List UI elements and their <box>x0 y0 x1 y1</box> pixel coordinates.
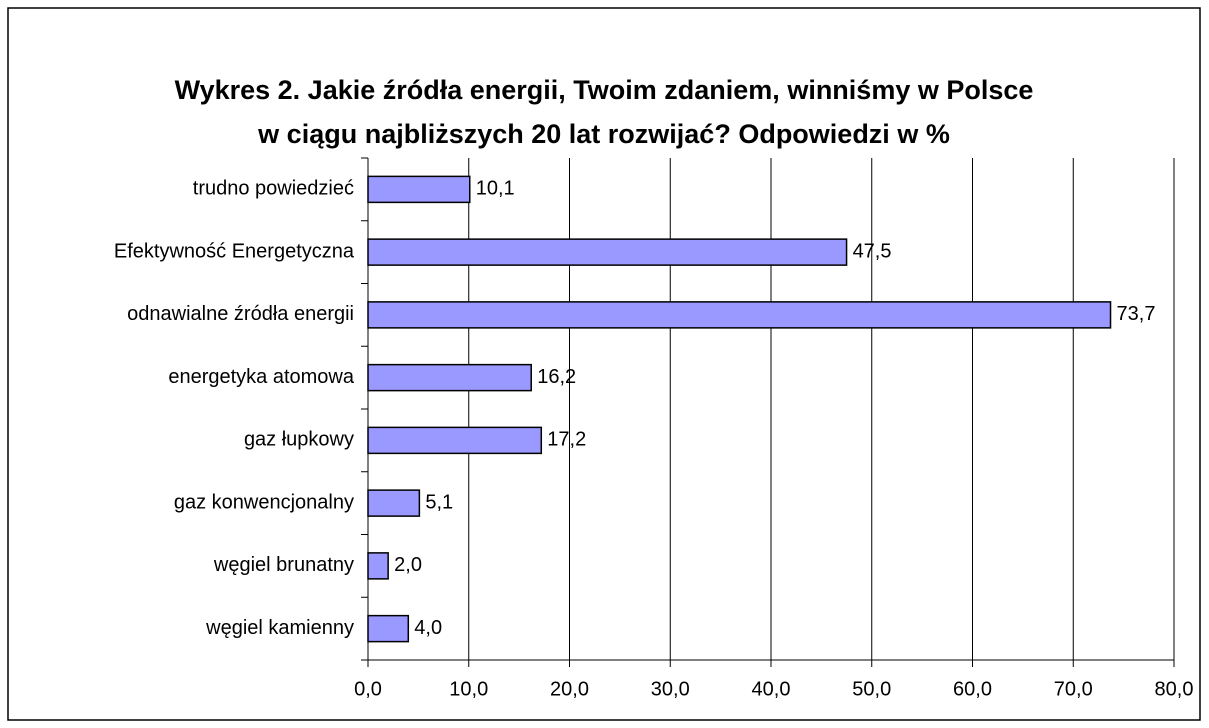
y-tick-label: węgiel brunatny <box>213 554 354 576</box>
data-label: 10,1 <box>476 178 515 200</box>
y-tick-label: Efektywność Energetyczna <box>114 240 355 262</box>
x-tick-label: 80,0 <box>1155 678 1194 700</box>
bar <box>367 175 471 204</box>
x-tick-label: 50,0 <box>852 678 891 700</box>
bar <box>367 614 410 643</box>
bar <box>367 238 848 266</box>
x-tick-label: 0,0 <box>354 678 382 700</box>
y-tick-label: węgiel kamienny <box>205 617 354 639</box>
data-label: 73,7 <box>1117 303 1156 325</box>
x-tick-label: 40,0 <box>752 678 791 700</box>
x-tick-label: 10,0 <box>449 678 488 700</box>
x-tick-label: 20,0 <box>550 678 589 700</box>
bar <box>367 426 543 455</box>
data-label: 4,0 <box>414 617 442 639</box>
data-label: 17,2 <box>547 429 586 451</box>
chart-frame <box>7 7 1201 721</box>
data-label: 2,0 <box>394 554 422 576</box>
y-tick-label: gaz konwencjonalny <box>174 491 354 513</box>
data-label: 16,2 <box>537 366 576 388</box>
x-tick-label: 30,0 <box>651 678 690 700</box>
x-tick-label: 60,0 <box>953 678 992 700</box>
chart-title: Wykres 2. Jakie źródła energii, Twoim zd… <box>174 75 1034 149</box>
bar <box>367 552 389 580</box>
x-tick-label: 70,0 <box>1054 678 1093 700</box>
bar <box>367 301 1112 329</box>
y-tick-label: gaz łupkowy <box>244 429 354 451</box>
data-label: 5,1 <box>425 491 453 513</box>
y-tick-label: trudno powiedzieć <box>193 178 354 200</box>
y-tick-label: energetyka atomowa <box>168 366 355 388</box>
y-tick-label: odnawialne źródła energii <box>127 303 354 325</box>
bar <box>367 489 421 517</box>
data-label: 47,5 <box>853 240 892 262</box>
bar <box>367 363 532 392</box>
